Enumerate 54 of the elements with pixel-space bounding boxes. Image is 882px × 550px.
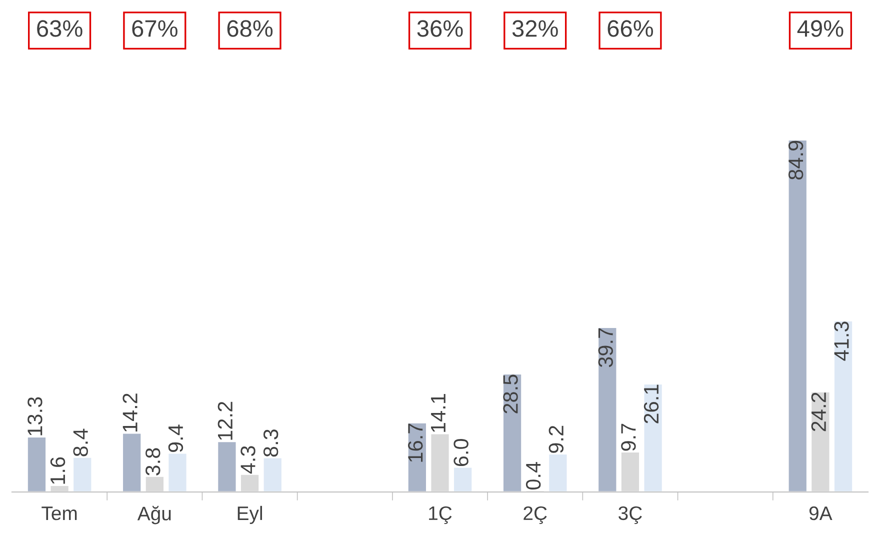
x-tick-label: 9A	[809, 506, 832, 520]
x-tick-label: 3Ç	[618, 506, 642, 524]
bar	[144, 476, 165, 492]
data-label: 9.2	[548, 426, 564, 453]
x-tick-label: Tem	[42, 506, 77, 520]
data-label: 13.3	[28, 397, 42, 436]
data-label: 9.4	[168, 424, 184, 452]
bar	[72, 456, 93, 492]
text: 66%	[608, 20, 654, 37]
text: 32%	[512, 20, 558, 37]
bar	[620, 451, 640, 492]
text: 67%	[132, 20, 178, 37]
data-label: 26.1	[644, 384, 659, 424]
bar	[49, 484, 70, 492]
data-label: 3.8	[146, 448, 160, 476]
x-tick-label: Ağu	[137, 506, 171, 524]
x-tick-label: 1Ç	[429, 506, 452, 524]
data-label: 24.2	[811, 392, 826, 432]
bar	[833, 320, 854, 492]
bar	[430, 432, 450, 492]
bar	[452, 466, 474, 492]
bar	[810, 390, 831, 492]
text: 36%	[417, 20, 463, 37]
bar	[216, 440, 238, 492]
data-label: 9.7	[621, 424, 636, 451]
data-label: 1.6	[50, 457, 66, 484]
bar	[548, 453, 568, 492]
data-label: 12.2	[218, 402, 232, 440]
data-label: 4.3	[240, 446, 256, 474]
bar	[597, 326, 618, 492]
bar	[26, 436, 47, 492]
data-label: 14.2	[122, 394, 138, 432]
bar	[167, 452, 188, 492]
bar	[502, 373, 522, 492]
data-label: 0.4	[526, 462, 541, 490]
bar	[240, 473, 260, 492]
data-label: 84.9	[788, 140, 804, 180]
x-tick-label: 2Ç	[524, 506, 547, 524]
text: 49%	[797, 20, 844, 37]
data-label: 6.0	[454, 438, 468, 466]
data-label: 8.4	[73, 428, 88, 456]
bar	[262, 456, 283, 492]
bar	[642, 383, 664, 492]
text: 63%	[37, 20, 82, 37]
data-label: 39.7	[598, 328, 613, 368]
x-tick-label: Eyl	[238, 506, 262, 524]
data-label: 8.3	[263, 430, 278, 457]
text: 68%	[227, 20, 273, 37]
data-label: 28.5	[503, 374, 518, 414]
data-label: 41.3	[834, 322, 849, 361]
data-label: 14.1	[431, 394, 446, 432]
bar	[787, 139, 808, 492]
bar	[122, 432, 142, 492]
data-label: 16.7	[408, 424, 423, 462]
